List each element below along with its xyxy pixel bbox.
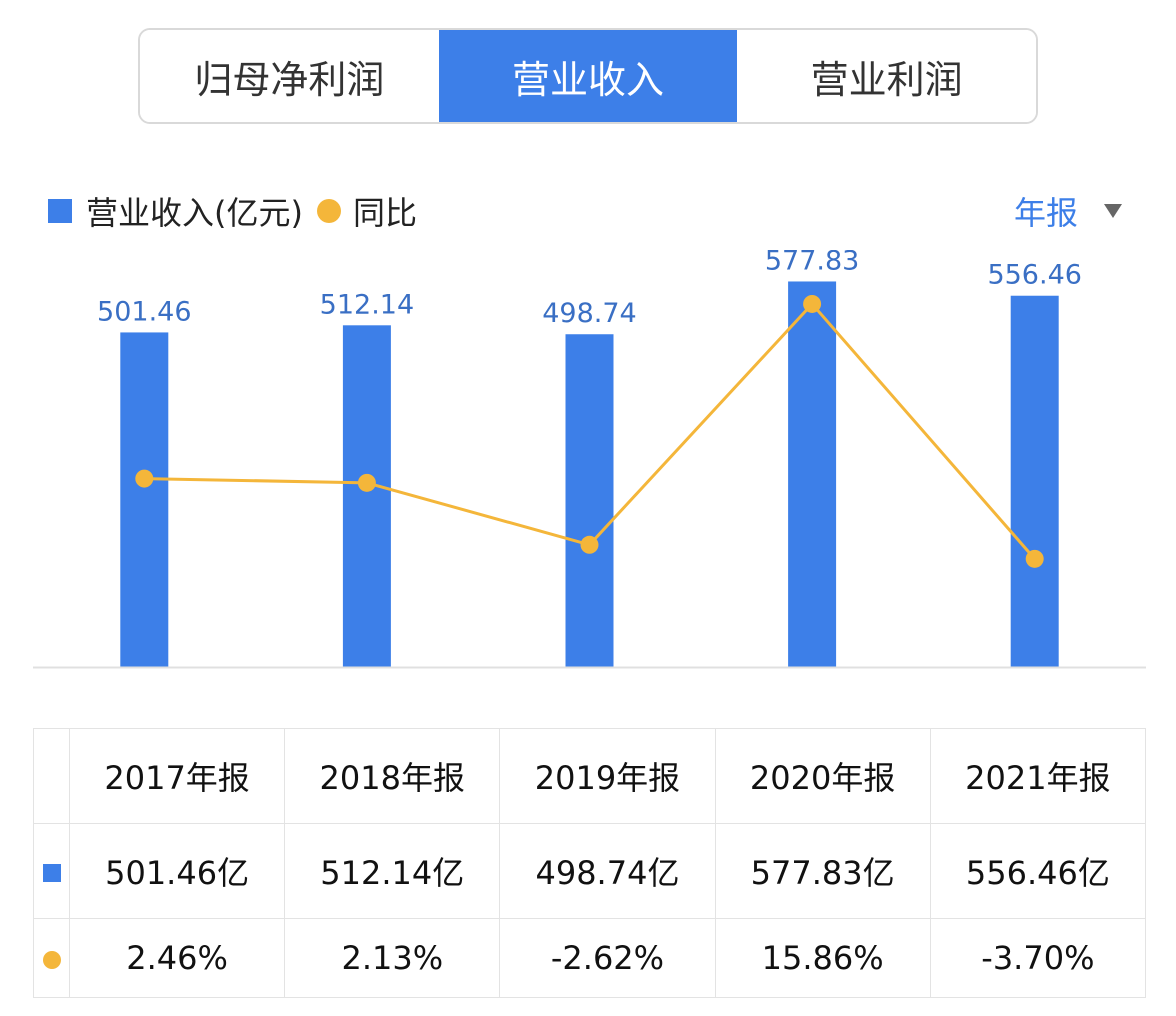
bar-value-label: 501.46: [97, 296, 191, 327]
legend-line-label: 同比: [352, 194, 417, 232]
revenue-cell: 512.14亿: [284, 823, 501, 920]
table-row-revenue: 501.46亿 512.14亿 498.74亿 577.83亿 556.46亿: [33, 823, 1147, 920]
tab-revenue[interactable]: 营业收入: [438, 30, 738, 122]
bar-value-label: 556.46: [987, 260, 1081, 291]
table-header-cell: 2017年报: [68, 727, 286, 825]
table-header-cell: 2019年报: [499, 727, 716, 825]
table-corner-cell: [33, 727, 70, 825]
yoy-cell: 2.13%: [284, 918, 501, 998]
metric-tabs: 归母净利润 营业收入 营业利润: [138, 28, 1038, 124]
legend-line-swatch: [316, 199, 341, 223]
yoy-cell: -2.62%: [499, 918, 716, 998]
table-header-cell: 2021年报: [929, 727, 1147, 825]
tab-operating-profit[interactable]: 营业利润: [737, 30, 1036, 122]
chart-legend: 营业收入(亿元) 同比: [48, 188, 417, 234]
table-header-row: 2017年报 2018年报 2019年报 2020年报 2021年报: [33, 727, 1147, 825]
data-table: 2017年报 2018年报 2019年报 2020年报 2021年报 501.4…: [33, 727, 1147, 998]
legend-bar-swatch: [48, 199, 72, 223]
revenue-bar: [342, 325, 391, 667]
yoy-row-marker: [33, 918, 70, 998]
revenue-cell: 577.83亿: [714, 823, 931, 920]
revenue-bar: [565, 334, 614, 667]
revenue-bar: [788, 281, 837, 667]
bar-value-label: 577.83: [765, 250, 859, 276]
yoy-cell: -3.70%: [929, 918, 1147, 998]
bar-value-label: 512.14: [320, 289, 414, 320]
revenue-chart: 501.46 512.14 498.74 577.83 556.46: [33, 250, 1146, 669]
yoy-cell: 2.46%: [68, 918, 286, 998]
revenue-cell: 556.46亿: [929, 823, 1147, 920]
period-selector-label: 年报: [1013, 194, 1078, 232]
table-header-cell: 2018年报: [284, 727, 501, 825]
yoy-point: [1025, 549, 1044, 568]
bar-value-label: 498.74: [542, 298, 636, 329]
dropdown-triangle-icon: [1104, 204, 1122, 218]
bar-square-icon: [42, 864, 61, 883]
yoy-point: [357, 473, 376, 492]
revenue-cell: 501.46亿: [68, 823, 286, 920]
dot-icon: [42, 951, 61, 970]
tab-net-profit[interactable]: 归母净利润: [140, 30, 439, 122]
period-selector[interactable]: 年报: [1014, 188, 1122, 234]
legend-bar-label: 营业收入(亿元): [86, 194, 303, 232]
table-header-cell: 2020年报: [714, 727, 931, 825]
yoy-cell: 15.86%: [714, 918, 931, 998]
yoy-point: [803, 294, 822, 313]
revenue-bar: [120, 332, 169, 667]
revenue-bar: [1010, 295, 1059, 667]
yoy-point: [580, 535, 599, 554]
yoy-point: [135, 469, 154, 488]
revenue-cell: 498.74亿: [499, 823, 716, 920]
revenue-row-marker: [33, 823, 70, 920]
table-row-yoy: 2.46% 2.13% -2.62% 15.86% -3.70%: [33, 918, 1147, 998]
